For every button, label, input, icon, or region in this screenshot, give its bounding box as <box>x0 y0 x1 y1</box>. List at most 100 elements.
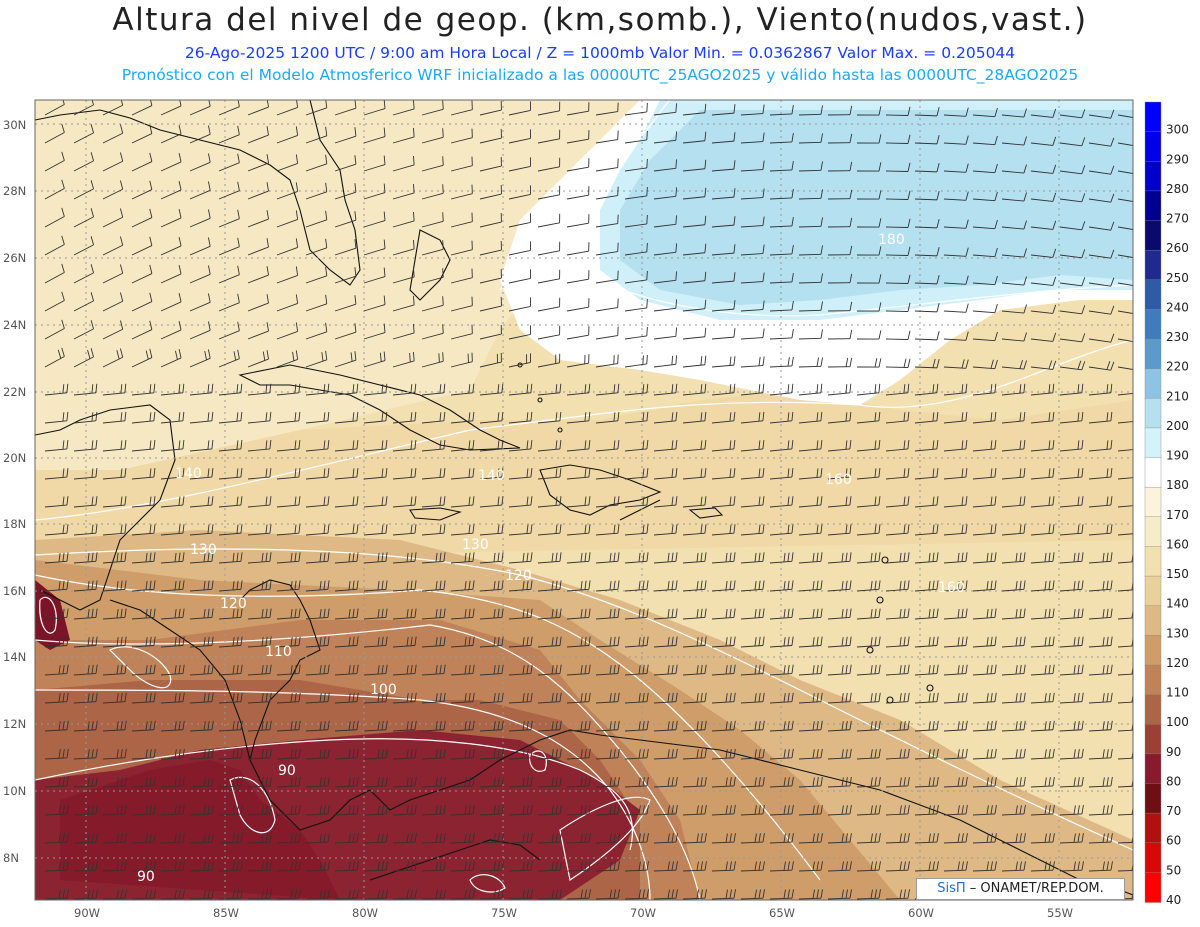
wind-barb <box>160 237 182 256</box>
wind-barb <box>740 805 765 816</box>
wind-barb <box>276 664 301 676</box>
wind-barb <box>392 411 417 424</box>
wind-barb <box>247 692 272 704</box>
wind-barb <box>595 439 620 452</box>
lat-label: 16N <box>3 584 26 598</box>
wind-barb <box>247 266 269 284</box>
wind-barb <box>1088 552 1113 564</box>
wind-barb <box>624 439 649 452</box>
wind-barb <box>160 439 185 452</box>
wind-barb <box>160 349 182 368</box>
wind-barb <box>508 383 533 396</box>
wind-barb <box>885 358 911 368</box>
wind-barb <box>769 720 794 732</box>
wind-barb <box>450 664 475 676</box>
lat-label: 14N <box>3 650 26 664</box>
wind-barb <box>1030 332 1057 342</box>
wind-barb <box>595 636 620 648</box>
wind-barb <box>537 720 562 732</box>
wind-barb <box>943 163 969 173</box>
wind-barb <box>334 183 357 200</box>
wind-barb <box>885 134 911 144</box>
wind-barb <box>508 580 533 592</box>
wind-barb <box>1088 383 1113 396</box>
wind-barb <box>276 210 299 228</box>
wind-barb <box>479 213 502 228</box>
wind-barb <box>247 383 272 396</box>
wind-barb <box>421 439 446 452</box>
wind-barb <box>624 748 649 760</box>
wind-barb <box>653 439 678 452</box>
wind-barb <box>653 636 678 648</box>
wind-barb <box>305 861 330 872</box>
wind-barb <box>247 238 269 256</box>
wind-barb <box>740 889 765 900</box>
wind-barb <box>711 861 736 872</box>
wind-barb <box>595 130 619 144</box>
wind-barb <box>508 776 533 788</box>
wind-barb <box>827 245 853 256</box>
wind-barb <box>914 358 940 369</box>
wind-barb <box>218 181 240 200</box>
wind-barb <box>682 524 707 536</box>
wind-barb <box>508 157 531 172</box>
wind-barb <box>595 214 619 228</box>
chart-title: Altura del nivel de geop. (km,somb.), Vi… <box>112 2 1088 38</box>
wind-barb <box>1059 608 1084 620</box>
wind-barb <box>73 320 94 340</box>
wind-barb <box>740 776 765 788</box>
wind-barb <box>1117 198 1133 202</box>
wind-barb <box>914 664 939 676</box>
wind-barb <box>914 524 939 536</box>
wind-barb <box>972 861 997 872</box>
wind-barb <box>479 861 504 872</box>
wind-barb <box>740 608 765 620</box>
wind-barb <box>972 496 997 508</box>
wind-barb <box>102 411 127 424</box>
wind-barb <box>102 833 127 844</box>
wind-barb <box>131 439 156 452</box>
wind-barb <box>276 238 299 256</box>
colorbar-swatch <box>1144 546 1162 577</box>
wind-barb <box>334 323 357 340</box>
wind-barb <box>595 326 619 340</box>
wind-barb <box>479 805 504 816</box>
wind-barb <box>1030 833 1055 844</box>
wind-barb <box>711 244 736 256</box>
wind-barb <box>392 155 415 172</box>
wind-barb <box>972 107 998 118</box>
wind-barb <box>479 552 504 564</box>
wind-barb <box>421 212 444 228</box>
wind-barb <box>276 748 301 760</box>
wind-barb <box>479 297 502 312</box>
wind-barb <box>885 776 910 788</box>
wind-barb <box>885 411 910 424</box>
wind-barb <box>566 468 591 480</box>
wind-barb <box>102 889 127 900</box>
wind-barb <box>450 833 475 844</box>
contour-label: 140 <box>175 466 202 482</box>
wind-barb <box>247 294 269 312</box>
colorbar-label: 270 <box>1166 212 1189 226</box>
colorbar-swatch <box>1144 753 1162 785</box>
wind-barb <box>624 411 649 424</box>
wind-barb <box>44 179 65 200</box>
wind-barb <box>421 268 444 284</box>
wind-barb <box>595 496 620 508</box>
wind-barb <box>334 776 359 788</box>
wind-barb <box>653 271 678 284</box>
wind-barb <box>189 181 211 200</box>
wind-barb <box>218 552 243 564</box>
wind-barb <box>189 321 211 340</box>
wind-barb <box>798 776 823 788</box>
wind-barb <box>73 692 98 704</box>
wind-barb <box>131 468 156 480</box>
wind-barb <box>73 889 98 900</box>
wind-barb <box>1001 248 1027 258</box>
wind-barb <box>73 496 98 508</box>
wind-barb <box>73 580 98 592</box>
wind-barb <box>566 608 591 620</box>
wind-barb <box>682 861 707 872</box>
wind-barb <box>653 187 678 200</box>
wind-barb <box>827 439 852 452</box>
